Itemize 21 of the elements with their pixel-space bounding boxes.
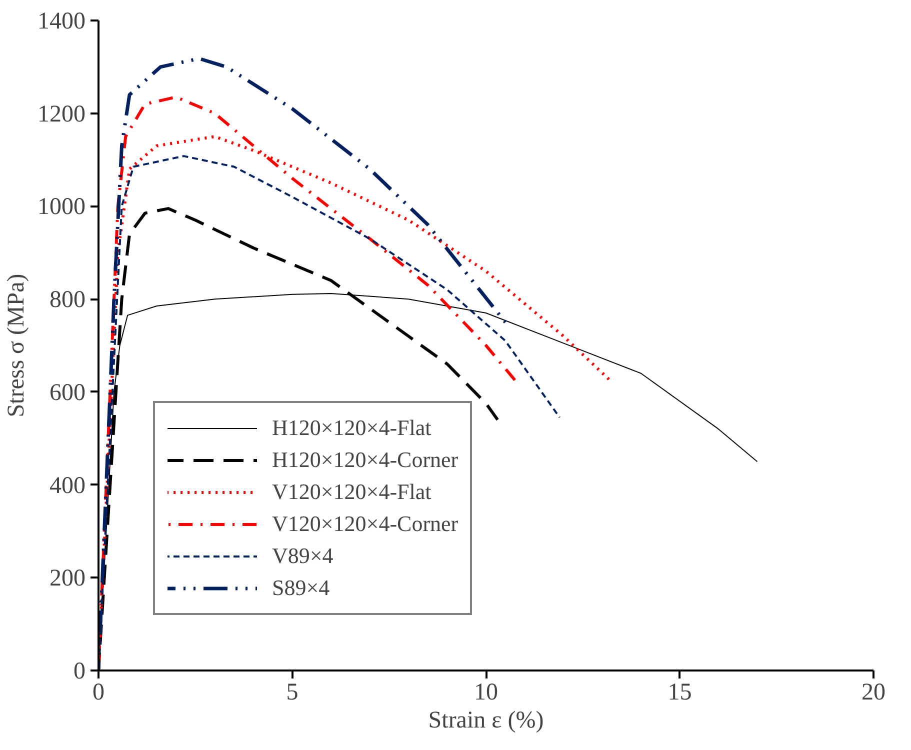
y-tick-label: 800	[50, 287, 86, 314]
x-axis-title: Strain ε (%)	[428, 708, 544, 734]
x-tick-label: 0	[92, 680, 104, 706]
legend-label: S89×4	[272, 575, 330, 601]
y-tick-label: 400	[50, 472, 86, 499]
legend-label: H120×120×4-Corner	[272, 447, 458, 473]
y-tick-label: 200	[50, 566, 86, 592]
x-tick-label: 10	[474, 680, 498, 706]
x-tick-label: 5	[286, 680, 298, 706]
legend-label: H120×120×4-Flat	[272, 415, 432, 441]
y-tick-label: 1000	[38, 194, 86, 220]
y-tick-label: 1200	[38, 101, 86, 128]
x-tick-label: 20	[862, 680, 886, 706]
y-tick-label: 1400	[38, 8, 86, 34]
x-tick-label: 15	[668, 680, 692, 706]
legend-label: V120×120×4-Flat	[272, 479, 432, 505]
y-axis-title: Stress σ (MPa)	[4, 274, 30, 418]
legend-label: V120×120×4-Corner	[272, 511, 458, 537]
legend-label: V89×4	[272, 543, 334, 569]
y-tick-label: 0	[74, 658, 86, 684]
y-tick-label: 600	[50, 380, 86, 406]
